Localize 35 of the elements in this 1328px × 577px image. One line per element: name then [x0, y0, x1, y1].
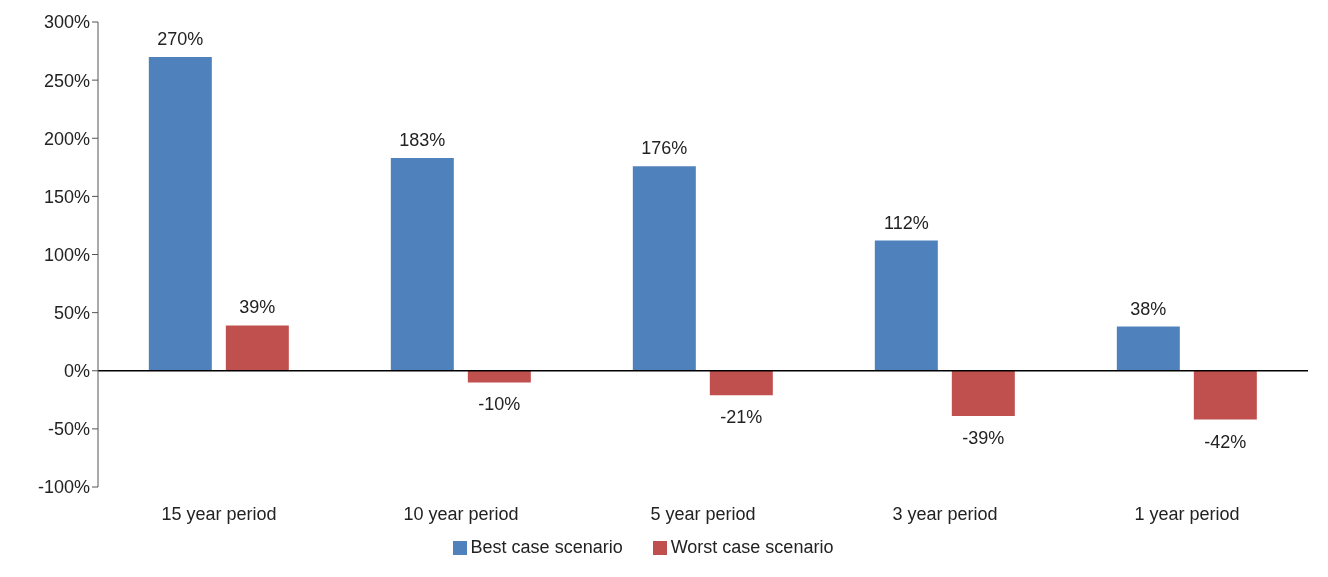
y-tick-label: 0%: [63, 361, 90, 382]
bar: [632, 166, 696, 371]
y-tick-label: 250%: [43, 70, 90, 91]
data-label: 270%: [157, 28, 204, 49]
bar: [225, 325, 289, 371]
y-tick-label: -100%: [37, 477, 90, 498]
y-tick-label: -50%: [47, 419, 90, 440]
data-label: 38%: [1130, 298, 1167, 319]
x-tick-label: 15 year period: [161, 503, 277, 524]
x-tick-label: 10 year period: [403, 503, 519, 524]
data-label: -21%: [720, 407, 763, 428]
data-label: -42%: [1204, 431, 1247, 452]
data-label: 176%: [641, 138, 688, 159]
bar: [709, 370, 773, 396]
x-tick-label: 5 year period: [650, 503, 756, 524]
bar: [874, 240, 938, 371]
bar: [390, 158, 454, 371]
data-label: 39%: [239, 297, 276, 318]
data-label: 183%: [399, 130, 446, 151]
data-label: 112%: [883, 212, 929, 233]
x-tick-label: 1 year period: [1134, 503, 1240, 524]
legend-label: Worst case scenario: [670, 537, 834, 557]
bar: [1116, 326, 1180, 371]
bar: [1193, 370, 1257, 420]
bar: [148, 56, 212, 371]
y-tick-label: 300%: [43, 12, 90, 33]
y-tick-label: 200%: [43, 128, 90, 149]
x-tick-label: 3 year period: [892, 503, 998, 524]
y-tick-label: 100%: [43, 244, 90, 265]
data-label: -39%: [962, 428, 1005, 449]
legend-label: Best case scenario: [470, 537, 623, 557]
data-label: -10%: [478, 394, 521, 415]
y-tick-label: 150%: [43, 186, 90, 207]
y-tick-label: 50%: [53, 303, 90, 324]
bar: [951, 370, 1015, 417]
